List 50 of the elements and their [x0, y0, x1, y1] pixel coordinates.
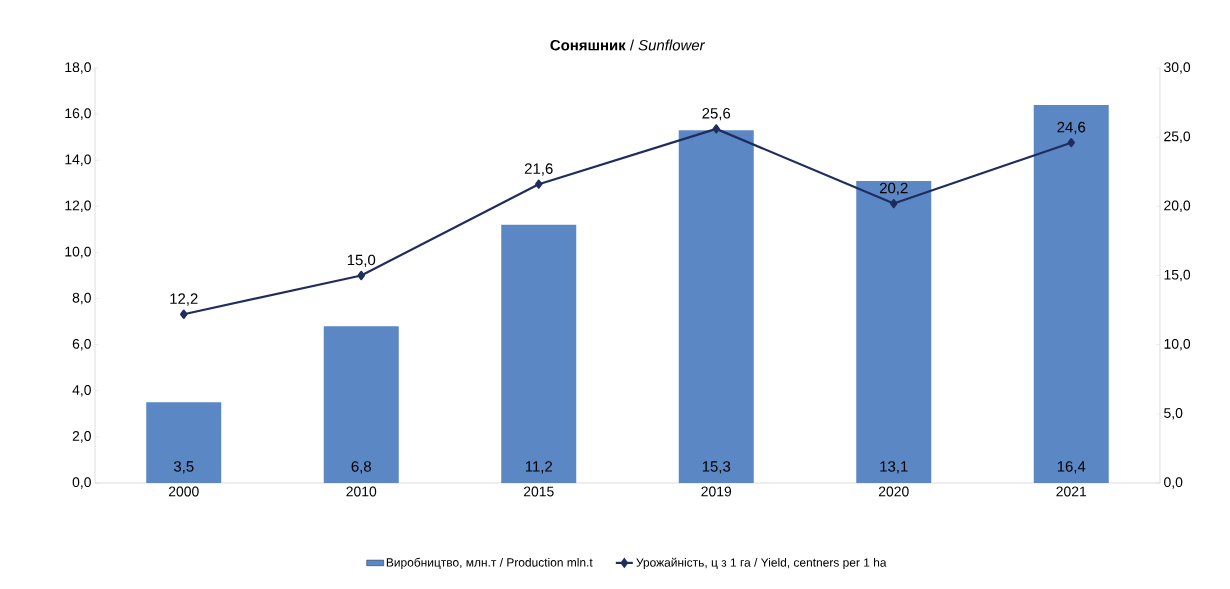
point: [1067, 138, 1075, 148]
y2-tick-label: 10,0: [1164, 338, 1191, 351]
x-tick-label: 2020: [878, 486, 909, 497]
data-label: 25,6: [702, 107, 731, 121]
x-tick-label: 2000: [168, 486, 199, 497]
y-tick-label: 16,0: [65, 108, 91, 120]
point: [357, 270, 365, 281]
y-tick-label: 14,0: [65, 154, 91, 166]
point: [890, 198, 898, 209]
bar: [323, 326, 399, 483]
data-label: 15,3: [702, 461, 731, 474]
data-label: 24,6: [1057, 121, 1086, 135]
data-label: 15,0: [347, 254, 376, 267]
bar: [501, 224, 577, 483]
legend-label: Виробництво, млн.т / Production mln.t: [386, 557, 593, 570]
data-label: 16,4: [1057, 461, 1086, 474]
data-label: 13,1: [880, 461, 908, 474]
y-tick-label: 12,0: [65, 200, 91, 213]
y2-tick-label: 25,0: [1164, 131, 1191, 143]
y-tick-label: 0,0: [72, 477, 91, 489]
y-tick-label: 18,0: [65, 62, 91, 74]
bar: [1033, 104, 1109, 483]
point: [180, 309, 188, 319]
bar: [856, 180, 932, 483]
y2-tick-label: 5,0: [1164, 408, 1183, 420]
data-label: 3,5: [173, 461, 194, 474]
bar: [678, 130, 754, 483]
y-tick-label: 6,0: [72, 338, 91, 351]
x-tick-label: 2019: [701, 486, 732, 497]
legend-label: Урожайність, ц з 1 га / Yield, centners per 1 ha: [636, 557, 887, 570]
x-tick-label: 2021: [1056, 486, 1087, 497]
data-label: 12,2: [170, 293, 198, 306]
data-label: 6,8: [351, 461, 371, 474]
y-tick-label: 8,0: [72, 292, 91, 305]
chart-title: Соняшник / Sunflower: [550, 39, 706, 51]
y-tick-label: 2,0: [72, 431, 91, 443]
y2-tick-label: 30,0: [1164, 62, 1191, 74]
data-label: 11,2: [525, 461, 552, 474]
bar: [146, 402, 222, 483]
x-tick-label: 2015: [523, 486, 554, 497]
data-label: 21,6: [524, 163, 553, 176]
y-tick-label: 4,0: [72, 385, 91, 397]
y2-tick-label: 15,0: [1164, 269, 1191, 282]
point: [712, 124, 720, 134]
y2-tick-label: 0,0: [1164, 477, 1183, 489]
point: [535, 179, 543, 189]
x-tick-label: 2010: [346, 486, 377, 497]
data-label: 20,2: [879, 182, 908, 196]
y2-tick-label: 20,0: [1164, 200, 1191, 213]
y-tick-label: 10,0: [65, 246, 91, 259]
